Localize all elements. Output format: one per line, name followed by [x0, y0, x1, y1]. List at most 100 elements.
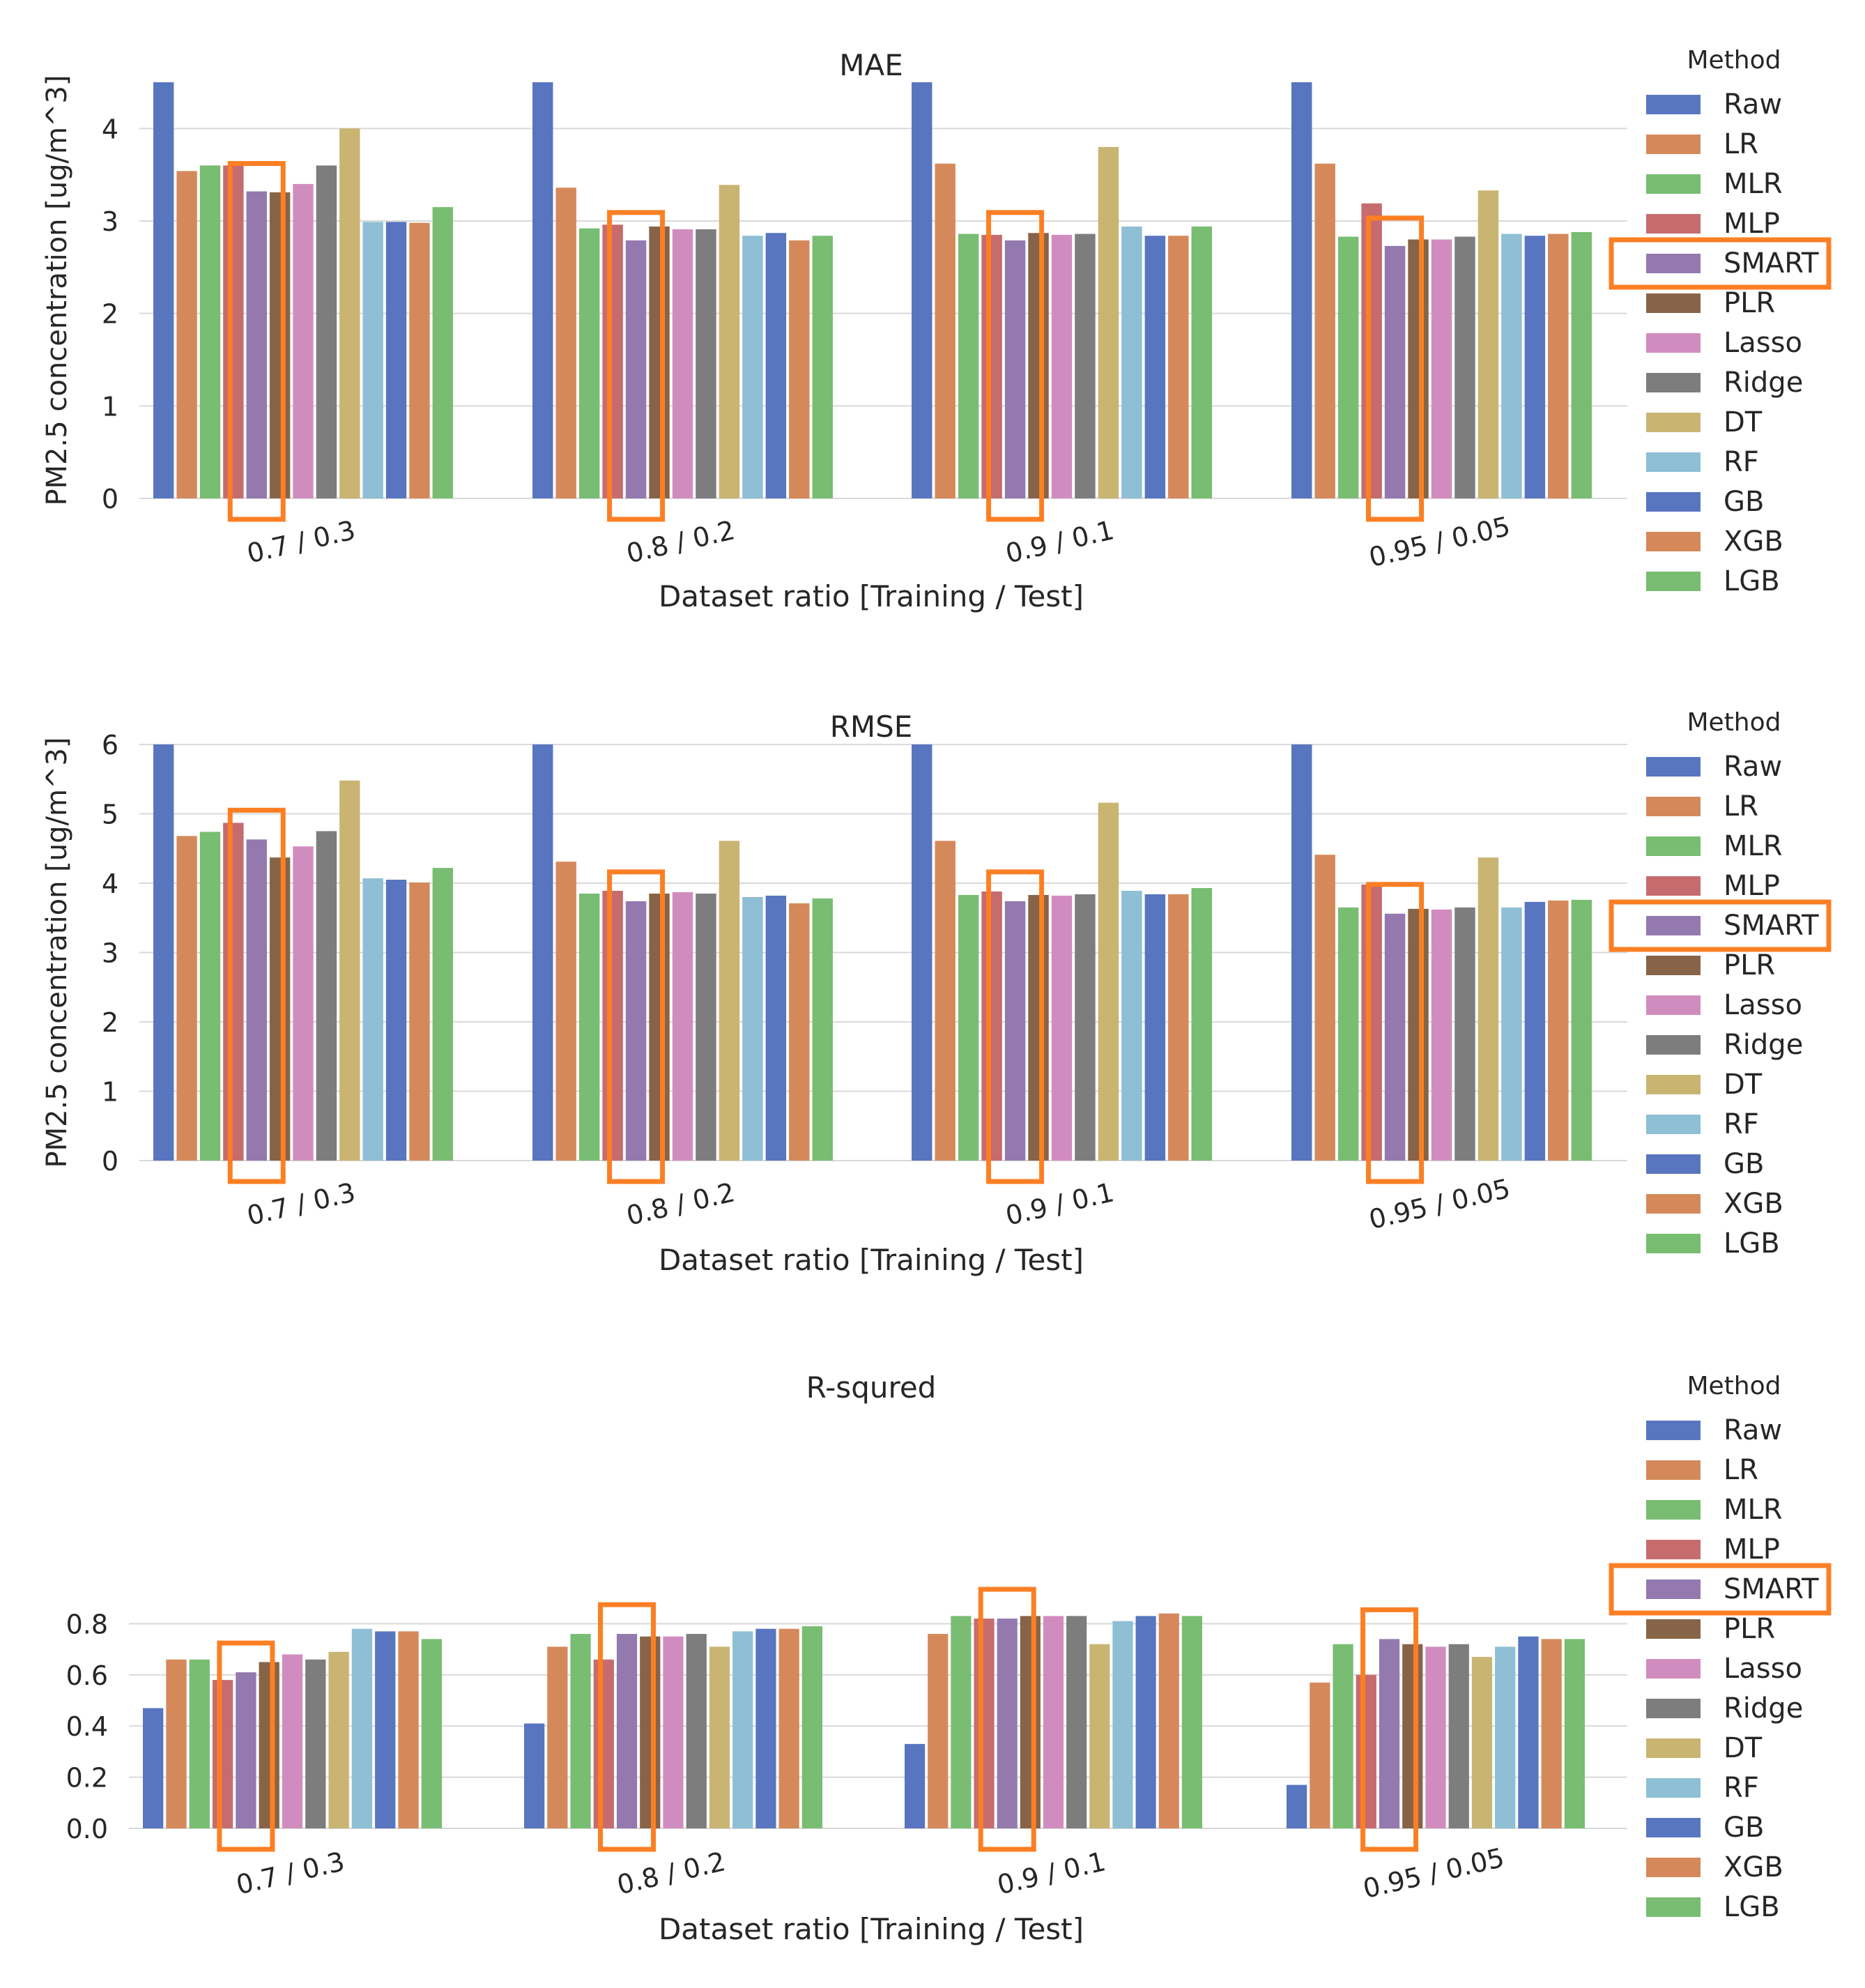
bar-lr-1 — [555, 188, 576, 498]
bar-raw-3 — [1287, 1784, 1307, 1828]
bar-ridge-1 — [696, 229, 716, 498]
y-tick-label: 0.8 — [66, 1609, 108, 1639]
bar-lasso-2 — [1051, 895, 1073, 1161]
bar-gb-1 — [765, 895, 787, 1161]
chart-panel-rmse: 0 1 2 3 4 5 6 RMSE PM2.5 concentration [ug/m^3] 0… — [41, 708, 1832, 1277]
legend-swatch — [1646, 452, 1701, 472]
bar-mlp-0 — [223, 165, 244, 498]
bar-lr-1 — [555, 862, 576, 1161]
bar-lr-2 — [928, 1634, 949, 1828]
bar-mlr-0 — [199, 165, 221, 498]
bar-mlr-2 — [958, 894, 979, 1161]
x-tick-label: 0.8 / 0.2 — [614, 1846, 728, 1900]
highlight-box — [978, 1586, 1036, 1852]
bar-rf-2 — [1112, 1621, 1133, 1828]
legend-swatch — [1646, 214, 1701, 234]
y-tick-label: 3 — [102, 206, 118, 237]
legend-label: LGB — [1724, 1228, 1780, 1260]
bar-plr-2 — [1020, 1616, 1041, 1828]
legend-swatch — [1646, 916, 1701, 935]
legend-swatch — [1646, 1194, 1701, 1214]
bar-lr-2 — [935, 163, 955, 498]
legend-label: LR — [1724, 790, 1758, 823]
bar-xgb-0 — [409, 882, 430, 1161]
bar-dt-1 — [709, 1646, 730, 1828]
legend-label: Raw — [1724, 89, 1782, 121]
y-tick-label: 3 — [102, 938, 118, 969]
legend-swatch — [1646, 836, 1701, 856]
legend-label: MLR — [1724, 168, 1783, 200]
y-tick-label: 1 — [102, 1077, 118, 1108]
highlight-box — [607, 869, 666, 1184]
chart-title: RMSE — [830, 710, 913, 744]
legend-swatch — [1646, 1699, 1701, 1718]
legend-title: Method — [1687, 1372, 1781, 1400]
bar-mlr-3 — [1333, 1644, 1353, 1828]
x-axis-label: Dataset ratio [Training / Test] — [659, 1912, 1084, 1946]
bar-smart-0 — [236, 1672, 256, 1828]
bar-dt-0 — [339, 780, 360, 1161]
bar-smart-1 — [616, 1634, 638, 1828]
legend-label: MLP — [1724, 1534, 1780, 1566]
legend-swatch — [1646, 492, 1701, 512]
bar-mlr-0 — [199, 832, 221, 1161]
bar-gb-1 — [765, 233, 787, 498]
legend-swatch — [1646, 1154, 1701, 1174]
bar-rf-3 — [1495, 1646, 1516, 1828]
bar-rf-0 — [362, 222, 383, 498]
bar-xgb-3 — [1548, 900, 1569, 1161]
bar-lgb-3 — [1571, 899, 1592, 1161]
bar-smart-2 — [997, 1619, 1018, 1828]
bar-dt-3 — [1478, 857, 1499, 1161]
bar-xgb-1 — [778, 1628, 799, 1828]
legend-swatch — [1646, 1035, 1701, 1055]
legend-swatch — [1646, 293, 1701, 313]
bar-rf-1 — [742, 236, 763, 498]
bar-dt-2 — [1098, 146, 1119, 498]
bar-mlp-1 — [593, 1659, 614, 1828]
highlight-box — [986, 869, 1045, 1184]
bar-gb-0 — [385, 880, 407, 1161]
legend-swatch — [1646, 373, 1701, 392]
legend-swatch — [1646, 1619, 1701, 1639]
bar-gb-0 — [375, 1631, 396, 1828]
legend-swatch — [1646, 1421, 1701, 1440]
y-tick-label: 0 — [102, 1146, 118, 1177]
legend-label: SMART — [1724, 910, 1819, 942]
bar-dt-1 — [719, 841, 740, 1161]
legend-label: RF — [1724, 446, 1759, 478]
highlight-box — [1360, 1607, 1419, 1852]
bar-raw-1 — [532, 744, 553, 1161]
y-tick-label: 1 — [102, 391, 118, 422]
legend-swatch — [1646, 1858, 1701, 1877]
legend-swatch — [1646, 1234, 1701, 1253]
bar-mlr-3 — [1337, 907, 1359, 1161]
legend-label: Ridge — [1724, 1692, 1803, 1725]
y-axis-label: PM2.5 concentration [ug/m^3] — [41, 737, 73, 1168]
bar-smart-3 — [1384, 245, 1406, 498]
y-tick-label: 0.2 — [66, 1763, 108, 1794]
bar-mlp-1 — [602, 224, 623, 498]
bar-plr-1 — [649, 893, 670, 1161]
bar-mlp-3 — [1361, 884, 1382, 1161]
legend-swatch — [1646, 1460, 1701, 1480]
x-axis-label: Dataset ratio [Training / Test] — [659, 1243, 1084, 1277]
bar-lasso-2 — [1043, 1616, 1064, 1828]
legend-label: XGB — [1724, 1851, 1783, 1883]
bar-gb-3 — [1524, 236, 1546, 498]
y-tick-label: 2 — [102, 299, 118, 330]
bar-mlp-2 — [981, 234, 1002, 498]
bar-xgb-1 — [789, 240, 810, 498]
bar-plr-2 — [1028, 894, 1049, 1161]
bar-lgb-1 — [812, 236, 833, 498]
bar-smart-0 — [246, 839, 267, 1161]
bar-lr-0 — [176, 836, 197, 1161]
legend-swatch — [1646, 532, 1701, 551]
bar-xgb-2 — [1168, 894, 1189, 1161]
bar-lasso-0 — [293, 183, 314, 498]
bar-gb-1 — [755, 1628, 776, 1828]
highlight-box — [607, 210, 666, 522]
legend-label: PLR — [1724, 287, 1775, 319]
bar-mlr-3 — [1337, 236, 1359, 498]
legend-label: XGB — [1724, 1188, 1783, 1220]
